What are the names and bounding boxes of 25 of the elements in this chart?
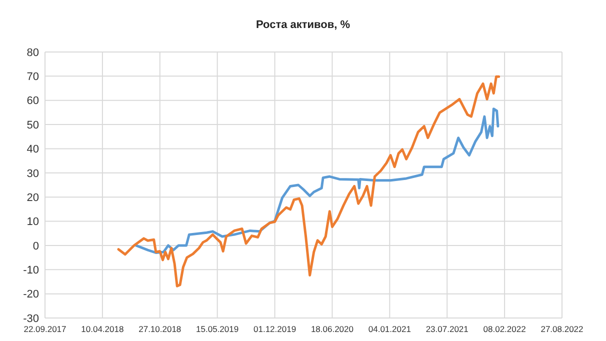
- y-tick-label: -30: [23, 312, 39, 325]
- y-tick-label: 40: [26, 144, 39, 156]
- line-series: [117, 75, 500, 288]
- x-tick-label: 08.02.2022: [483, 324, 526, 334]
- y-tick-label: 30: [26, 168, 39, 180]
- y-tick-label: 0: [32, 240, 39, 252]
- x-tick-label: 01.12.2019: [254, 324, 296, 334]
- y-tick-label: 50: [26, 119, 39, 132]
- x-tick-label: 22.09.2017: [24, 324, 67, 334]
- y-tick-label: -20: [23, 288, 39, 301]
- line-series: [134, 108, 500, 254]
- x-tick-label: 23.07.2021: [426, 324, 469, 334]
- y-tick-label: 10: [26, 216, 39, 228]
- y-tick-label: 80: [26, 46, 39, 59]
- x-tick-label: 15.05.2019: [196, 324, 239, 334]
- x-tick-label: 04.01.2021: [368, 324, 412, 334]
- y-tick-label: -10: [23, 264, 39, 276]
- y-tick-label: 20: [26, 192, 39, 204]
- x-tick-label: 27.08.2022: [540, 324, 584, 334]
- x-tick-label: 10.04.2018: [81, 324, 124, 334]
- chart-title: Роста активов, %: [256, 19, 350, 31]
- x-tick-label: 27.10.2018: [138, 324, 182, 334]
- y-tick-label: 60: [26, 95, 39, 108]
- y-tick-label: 70: [26, 71, 39, 84]
- x-tick-label: 18.06.2020: [310, 324, 354, 334]
